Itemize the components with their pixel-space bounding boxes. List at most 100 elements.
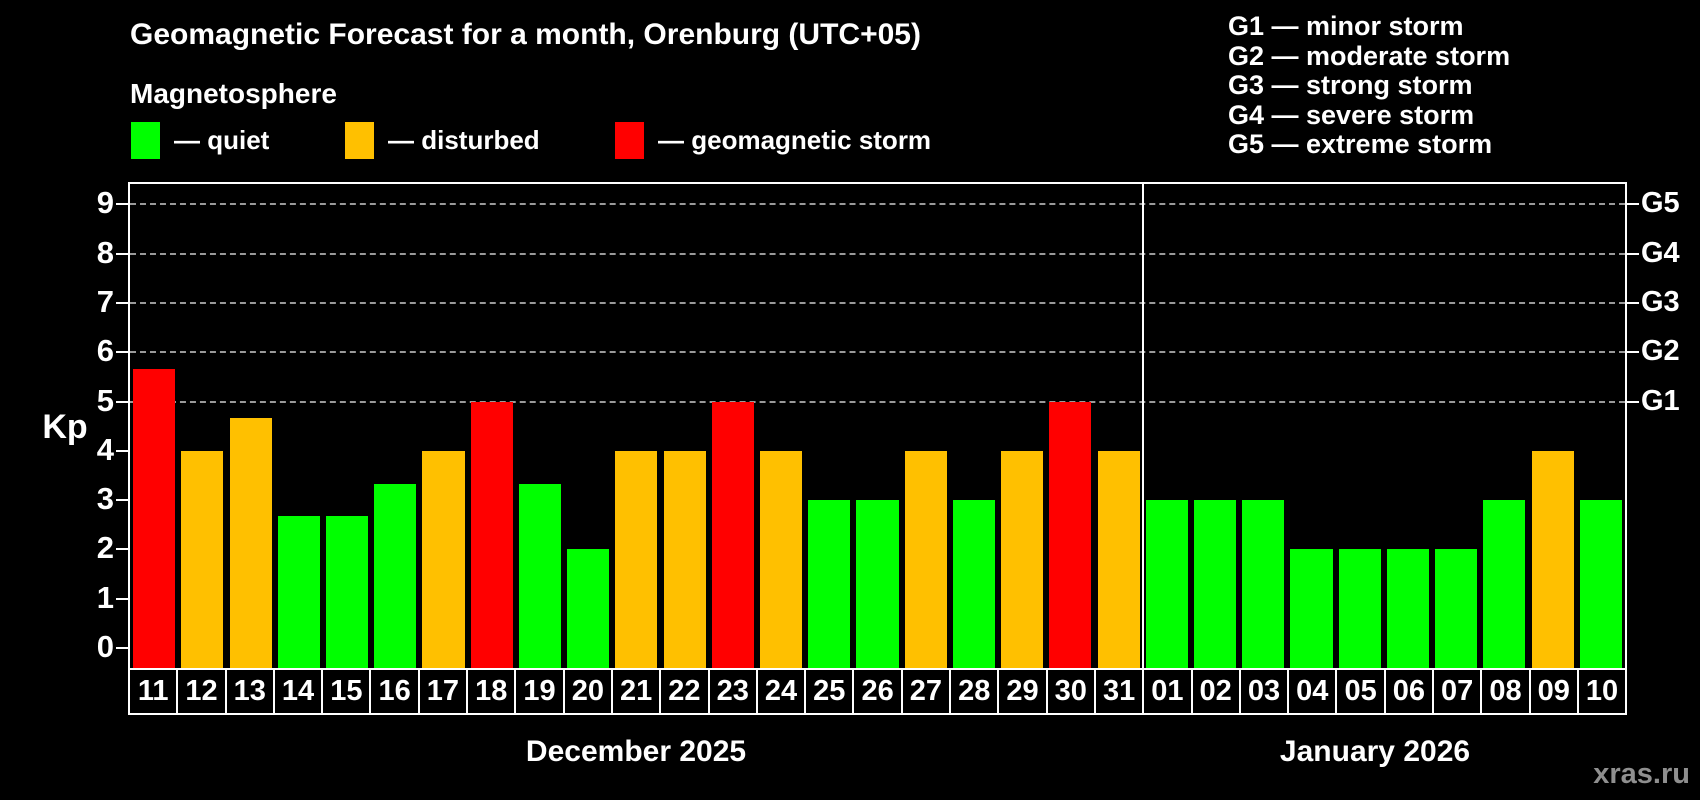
- month-label-december: December 2025: [525, 735, 747, 768]
- quiet-swatch-icon: [131, 121, 160, 159]
- bar-day-18-storm: [470, 401, 513, 669]
- disturbed-swatch-icon: [345, 121, 374, 159]
- y-tick-8: [116, 252, 128, 255]
- day-label-08: 08: [1480, 670, 1528, 713]
- bar-day-10-quiet: [1579, 500, 1622, 669]
- day-label-10: 10: [1576, 670, 1625, 713]
- g5-legend-line: G5 — extreme storm: [1228, 129, 1493, 159]
- day-label-24: 24: [755, 670, 804, 713]
- y-tick-5: [116, 400, 128, 403]
- day-label-19: 19: [514, 670, 562, 713]
- right-axis-label-G5: G5: [1641, 187, 1680, 220]
- day-label-25: 25: [804, 670, 852, 713]
- g-tick-G1: [1627, 400, 1639, 403]
- bar-day-13-disturbed: [229, 417, 272, 669]
- y-tick-4: [116, 449, 128, 452]
- day-label-17: 17: [417, 670, 466, 713]
- day-label-11: 11: [137, 675, 169, 707]
- plot-top-border: [128, 182, 1627, 184]
- bar-day-17-disturbed: [422, 450, 465, 669]
- bar-day-20-quiet: [567, 549, 610, 669]
- y-tick-0: [116, 647, 128, 649]
- bar-day-27-disturbed: [904, 450, 947, 669]
- day-label-30: 30: [1045, 670, 1094, 713]
- y-tick-3: [116, 499, 128, 502]
- y-tick-7: [116, 301, 128, 304]
- g2-legend-line: G2 — moderate storm: [1228, 40, 1511, 71]
- g-tick-G4: [1627, 252, 1639, 255]
- day-label-21: 21: [610, 670, 659, 713]
- day-label-05: 05: [1335, 670, 1383, 713]
- bar-day-06-quiet: [1386, 549, 1430, 669]
- bar-day-16-quiet: [374, 483, 417, 669]
- day-label-28: 28: [949, 670, 997, 713]
- legend-label-quiet: — quiet: [174, 124, 270, 155]
- bar-day-02-quiet: [1194, 500, 1237, 669]
- day-label-27: 27: [900, 670, 949, 713]
- bar-day-15-quiet: [325, 516, 369, 669]
- y-tick-label-8: 8: [96, 234, 114, 270]
- day-label-12: 12: [176, 670, 224, 713]
- storm-swatch-icon: [615, 121, 644, 159]
- day-label-15: 15: [321, 670, 369, 713]
- y-tick-label-2: 2: [96, 530, 114, 566]
- day-label-01: 01: [1142, 670, 1190, 713]
- y-tick-label-5: 5: [96, 382, 114, 418]
- y-tick-label-7: 7: [96, 283, 114, 319]
- y-tick-9: [116, 203, 128, 206]
- g4-legend-line: G4 — severe storm: [1228, 99, 1475, 130]
- day-label-09: 09: [1528, 670, 1577, 713]
- bar-day-30-storm: [1049, 401, 1092, 669]
- day-label-22: 22: [659, 670, 707, 713]
- bar-day-11-storm: [133, 368, 176, 669]
- bar-day-05-quiet: [1338, 549, 1381, 669]
- bar-day-04-quiet: [1290, 549, 1333, 669]
- right-axis-label-G3: G3: [1641, 285, 1680, 318]
- x-axis-day-labels: 11 12 13 14 15 16 17 18 19 20 21 22 23 24 25 26 27 28 29 30…: [128, 668, 1627, 715]
- bar-day-19-quiet: [518, 483, 561, 669]
- day-label-26: 26: [852, 670, 900, 713]
- bar-day-26-quiet: [856, 500, 899, 669]
- bar-day-12-disturbed: [181, 450, 224, 669]
- legend-item-quiet: — quiet: [131, 121, 269, 159]
- bar-day-08-quiet: [1483, 500, 1526, 669]
- legend-item-storm: — geomagnetic storm: [615, 121, 931, 159]
- right-axis-label-G4: G4: [1641, 236, 1680, 269]
- bar-day-23-storm: [711, 401, 754, 669]
- g-tick-G5: [1627, 203, 1639, 206]
- day-label-13: 13: [224, 670, 273, 713]
- day-label-31: 31: [1093, 670, 1142, 713]
- day-label-20: 20: [562, 670, 611, 713]
- y-axis-title: Kp: [42, 408, 88, 446]
- day-label-14: 14: [272, 670, 321, 713]
- bar-day-03-quiet: [1242, 500, 1285, 669]
- day-label-06: 06: [1383, 670, 1432, 713]
- y-tick-2: [116, 548, 128, 551]
- y-tick-1: [116, 597, 128, 600]
- page-title: Geomagnetic Forecast for a month, Orenbu…: [130, 18, 921, 51]
- y-tick-label-9: 9: [96, 185, 114, 221]
- legend-label-storm: — geomagnetic storm: [658, 124, 932, 155]
- bar-day-14-quiet: [277, 516, 320, 669]
- right-axis-label-G2: G2: [1641, 335, 1680, 368]
- watermark: xras.ru: [1593, 758, 1690, 790]
- y-tick-label-4: 4: [96, 431, 114, 467]
- gridline-kp8: [130, 252, 1625, 255]
- day-label-04: 04: [1287, 670, 1335, 713]
- month-divider-line: [1141, 182, 1145, 669]
- bar-day-21-disturbed: [615, 450, 658, 669]
- g-tick-G3: [1627, 301, 1639, 304]
- legend-item-disturbed: — disturbed: [345, 121, 540, 159]
- bar-day-22-disturbed: [663, 450, 706, 669]
- g1-legend-line: G1 — minor storm: [1228, 11, 1464, 41]
- gridline-kp6: [130, 351, 1625, 354]
- y-axis-right: [1625, 182, 1627, 669]
- bar-day-24-disturbed: [759, 450, 803, 669]
- day-label-02: 02: [1190, 670, 1239, 713]
- day-label-18: 18: [466, 670, 514, 713]
- y-axis-left: [128, 182, 130, 669]
- day-label-07: 07: [1432, 670, 1480, 713]
- day-label-03: 03: [1238, 670, 1287, 713]
- g-tick-G2: [1627, 351, 1639, 354]
